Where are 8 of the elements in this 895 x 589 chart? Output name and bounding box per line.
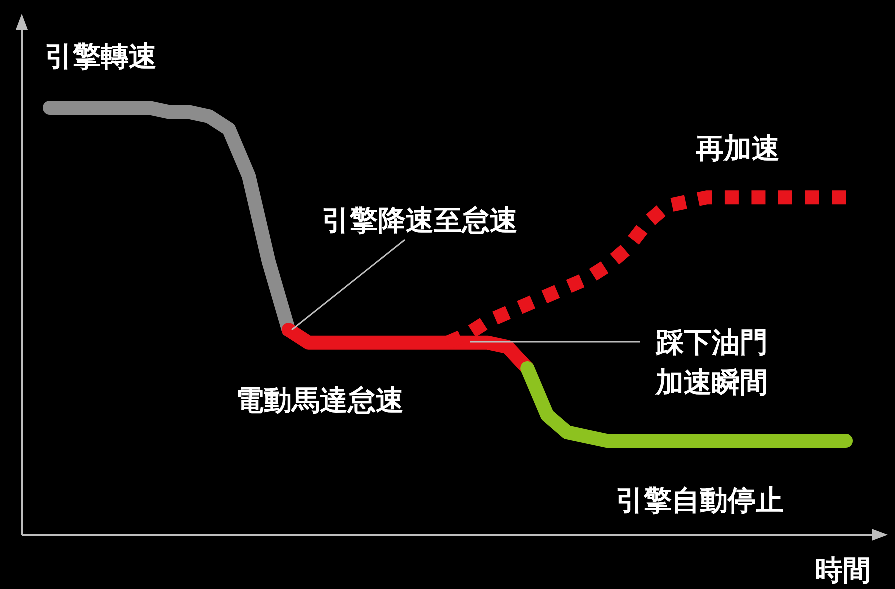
series-label: 再加速 [695, 132, 780, 165]
annotation: 引擎降速至怠速 [322, 204, 518, 237]
x-axis-title: 時間 [815, 554, 871, 587]
annotation: 加速瞬間 [655, 366, 768, 399]
series-label: 引擎自動停止 [616, 484, 784, 517]
annotation: 踩下油門 [655, 326, 768, 359]
y-axis-title: 引擎轉速 [45, 40, 157, 73]
series-label: 電動馬達怠速 [236, 384, 404, 417]
